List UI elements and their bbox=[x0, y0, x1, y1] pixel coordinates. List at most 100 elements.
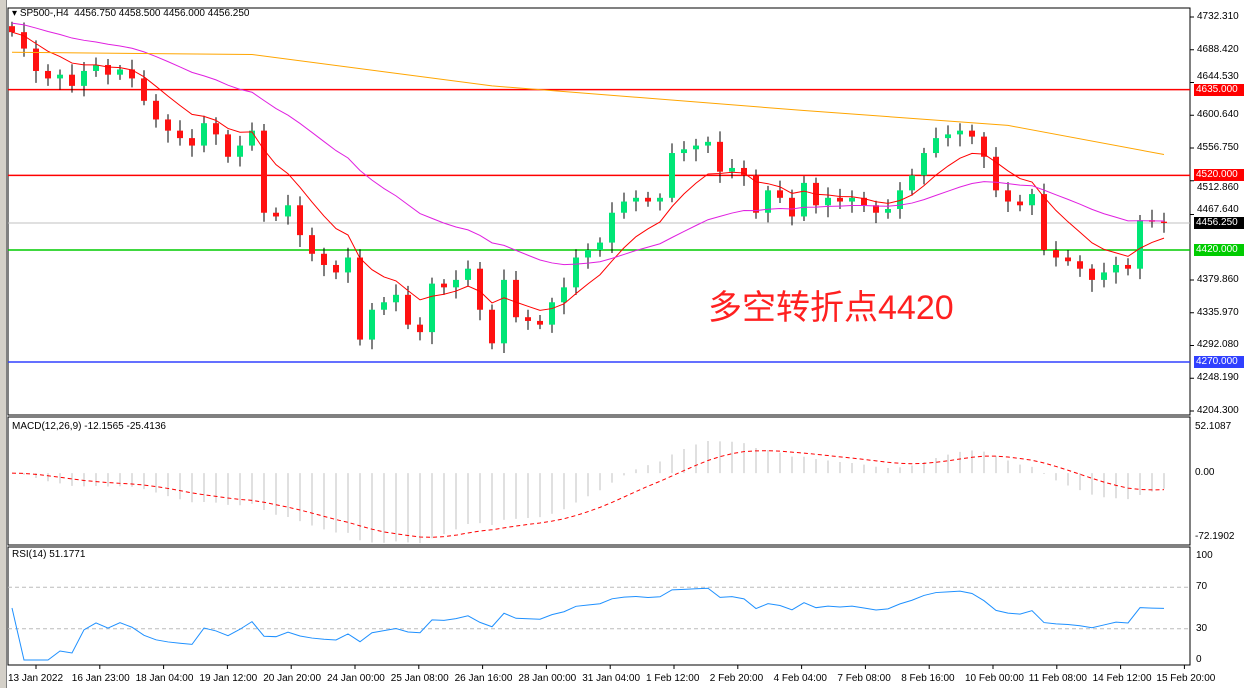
time-tick-label: 15 Feb 20:00 bbox=[1156, 673, 1216, 684]
bear-candle bbox=[741, 167, 747, 176]
price-tick-label: 4467.640 bbox=[1197, 203, 1239, 215]
bear-candle bbox=[969, 130, 975, 137]
bull-candle bbox=[381, 302, 387, 310]
bear-candle bbox=[1005, 190, 1011, 202]
bull-candle bbox=[933, 138, 939, 154]
price-tick-label: 4379.860 bbox=[1197, 273, 1239, 285]
time-tick-label: 8 Feb 16:00 bbox=[901, 673, 955, 684]
bear-candle bbox=[1161, 221, 1167, 223]
bull-candle bbox=[249, 130, 255, 146]
time-tick-label: 7 Feb 08:00 bbox=[837, 673, 891, 684]
bear-candle bbox=[513, 279, 519, 318]
bear-candle bbox=[45, 70, 51, 79]
symbol-label: SP500-,H4 bbox=[19, 8, 69, 19]
bear-candle bbox=[333, 264, 339, 273]
ma-slow-line bbox=[11, 51, 1165, 156]
bull-candle bbox=[825, 197, 831, 206]
time-tick-label: 4 Feb 04:00 bbox=[773, 673, 827, 684]
bear-candle bbox=[789, 197, 795, 217]
bull-candle bbox=[609, 212, 615, 243]
current-price-tag: 4456.250 bbox=[1194, 216, 1244, 229]
price-tick-label: 4204.300 bbox=[1197, 405, 1239, 416]
bull-candle bbox=[237, 145, 243, 157]
bull-candle bbox=[801, 182, 807, 217]
macd-title: MACD(12,26,9) -12.1565 -25.4136 bbox=[12, 421, 166, 432]
bull-candle bbox=[849, 197, 855, 202]
price-tick-label: 4688.420 bbox=[1197, 43, 1239, 55]
time-tick-label: 13 Jan 2022 bbox=[8, 673, 64, 684]
time-tick-label: 10 Feb 00:00 bbox=[965, 673, 1024, 684]
bull-candle bbox=[561, 287, 567, 303]
bull-candle bbox=[81, 70, 87, 86]
bull-candle bbox=[369, 309, 375, 340]
time-tick-label: 1 Feb 12:00 bbox=[646, 673, 700, 684]
annotation-text: 多空转折点4420 bbox=[708, 289, 954, 327]
time-tick-label: 14 Feb 12:00 bbox=[1092, 673, 1152, 684]
level-tag: 4635.000 bbox=[1194, 83, 1244, 96]
bull-candle bbox=[1137, 220, 1143, 269]
bull-candle bbox=[729, 167, 735, 172]
bear-candle bbox=[717, 141, 723, 172]
bull-candle bbox=[1113, 264, 1119, 273]
bear-candle bbox=[1041, 194, 1047, 251]
bear-candle bbox=[213, 123, 219, 135]
price-tick-label: 4556.750 bbox=[1197, 142, 1239, 153]
bear-candle bbox=[189, 138, 195, 146]
bull-candle bbox=[633, 197, 639, 202]
bear-candle bbox=[261, 130, 267, 213]
bear-candle bbox=[405, 294, 411, 325]
bear-candle bbox=[105, 64, 111, 75]
bear-candle bbox=[177, 130, 183, 139]
bear-candle bbox=[861, 197, 867, 206]
time-tick-label: 31 Jan 04:00 bbox=[582, 673, 641, 684]
bull-candle bbox=[549, 302, 555, 325]
rsi-tick-label: 100 bbox=[1196, 550, 1213, 561]
bear-candle bbox=[141, 78, 147, 101]
bear-candle bbox=[165, 119, 171, 131]
price-tick-label: 4248.190 bbox=[1197, 372, 1239, 384]
bear-candle bbox=[1125, 264, 1131, 269]
bull-candle bbox=[1029, 194, 1035, 206]
bear-candle bbox=[21, 32, 27, 49]
bull-candle bbox=[693, 145, 699, 150]
bull-candle bbox=[945, 134, 951, 139]
level-tag: 4420.000 bbox=[1194, 244, 1244, 257]
bear-candle bbox=[777, 190, 783, 198]
bull-candle bbox=[285, 205, 291, 217]
price-tick-label: 4292.080 bbox=[1197, 339, 1239, 351]
bull-candle bbox=[765, 190, 771, 213]
bear-candle bbox=[357, 257, 363, 340]
bull-candle bbox=[93, 64, 99, 71]
bear-candle bbox=[525, 317, 531, 321]
price-tick-label: 4600.640 bbox=[1197, 109, 1239, 121]
bear-candle bbox=[297, 205, 303, 236]
bull-candle bbox=[429, 283, 435, 333]
price-tick-label: 4644.530 bbox=[1197, 70, 1239, 82]
level-tag: 4520.000 bbox=[1194, 169, 1244, 182]
bull-candle bbox=[885, 209, 891, 213]
bull-candle bbox=[573, 257, 579, 288]
rsi-line bbox=[11, 587, 1165, 661]
macd-tick-label: 0.00 bbox=[1195, 467, 1215, 479]
time-tick-label: 2 Feb 20:00 bbox=[709, 673, 764, 684]
pane-border-0 bbox=[7, 7, 1191, 416]
bear-candle bbox=[837, 197, 843, 202]
time-tick-label: 20 Jan 20:00 bbox=[263, 673, 322, 684]
bear-candle bbox=[1077, 261, 1083, 269]
rsi-title: RSI(14) 51.1771 bbox=[12, 549, 86, 560]
bull-candle bbox=[669, 153, 675, 198]
price-tick-label: 4512.860 bbox=[1197, 182, 1239, 194]
time-tick-label: 25 Jan 08:00 bbox=[390, 673, 449, 684]
rsi-tick-label: 30 bbox=[1196, 622, 1208, 634]
bear-candle bbox=[153, 100, 159, 120]
bull-candle bbox=[921, 153, 927, 176]
pane-border-2 bbox=[7, 546, 1191, 666]
bear-candle bbox=[981, 136, 987, 157]
bear-candle bbox=[309, 235, 315, 254]
bear-candle bbox=[873, 205, 879, 213]
bull-candle bbox=[453, 279, 459, 288]
bear-candle bbox=[1053, 250, 1059, 258]
bull-candle bbox=[681, 149, 687, 154]
